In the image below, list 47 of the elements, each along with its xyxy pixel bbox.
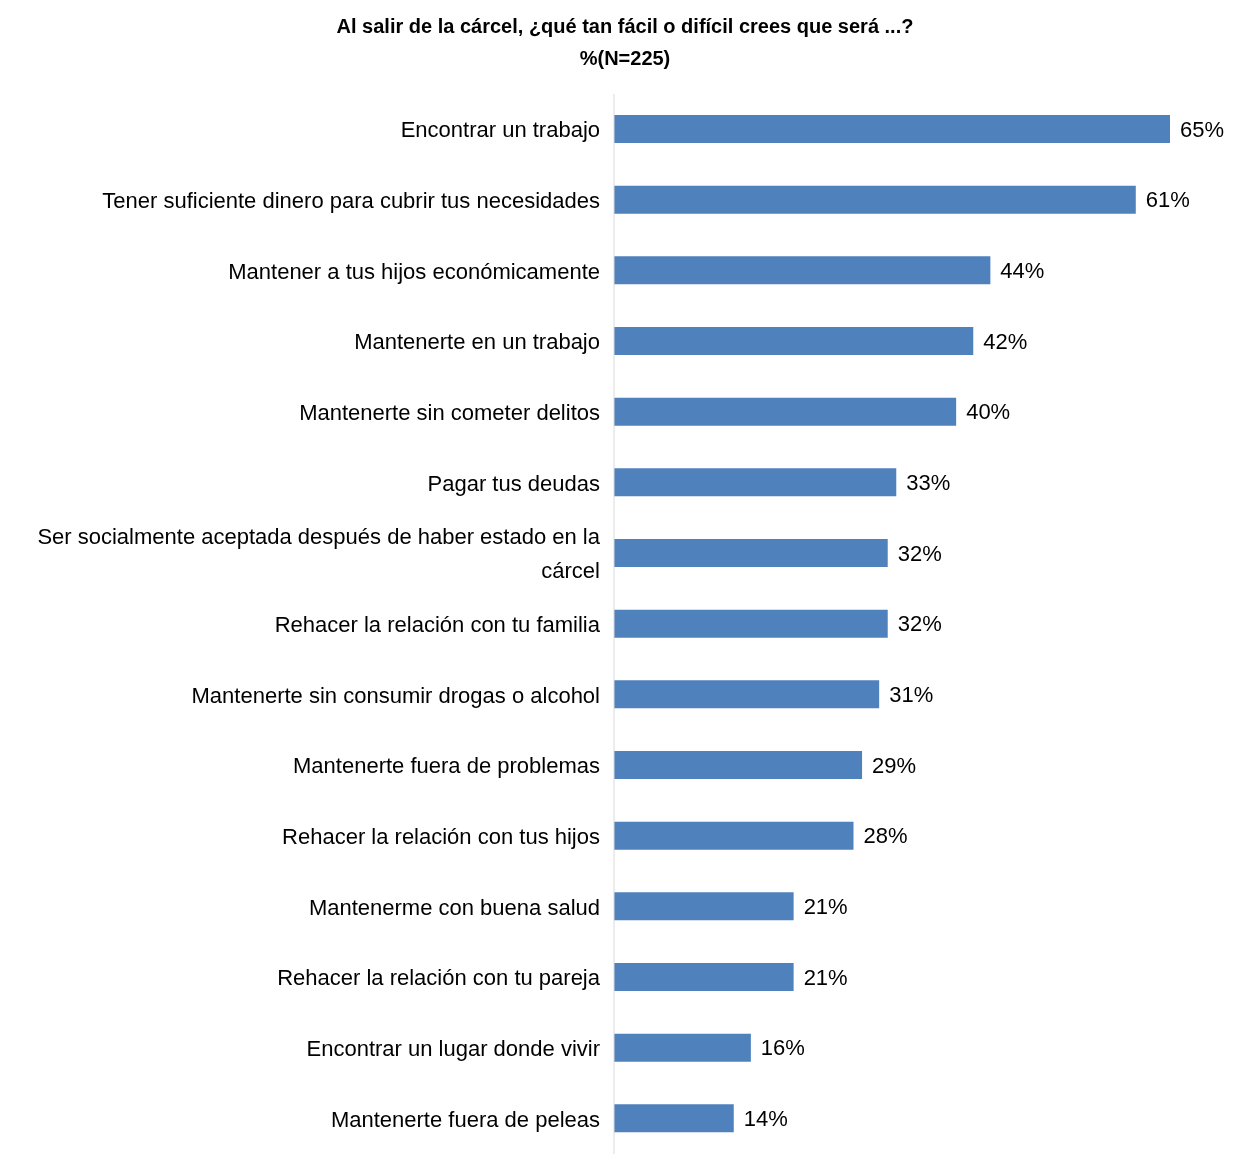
data-label: 32% (897, 540, 942, 566)
y-tick-label: Mantenerte en un trabajo (354, 328, 600, 354)
data-label: 33% (906, 470, 951, 496)
data-label: 16% (760, 1035, 805, 1061)
bar (614, 751, 863, 779)
y-tick-label: Ser socialmente aceptada después de haber estado en la cárcel (37, 523, 601, 583)
y-tick-label: Mantenerte fuera de peleas (330, 1106, 600, 1132)
y-tick-label: Mantener a tus hijos económicamente (228, 258, 600, 284)
y-tick-label: Rehacer la relación con tu familia (274, 611, 601, 637)
data-label: 32% (897, 611, 942, 637)
chart-title: Al salir de la cárcel, ¿qué tan fácil o difícil crees que será ...? (335, 14, 915, 39)
data-label: 31% (889, 682, 934, 708)
bar (614, 609, 888, 638)
y-tick-label: Tener suficiente dinero para cubrir tus necesidades (102, 187, 600, 213)
data-label: 44% (1000, 258, 1045, 284)
data-label: 61% (1145, 187, 1190, 213)
bar (614, 185, 1136, 214)
bar (614, 1104, 734, 1133)
data-label: 42% (983, 328, 1028, 354)
data-label: 21% (803, 894, 848, 920)
bar (614, 892, 794, 921)
y-tick-label: Encontrar un lugar donde vivir (306, 1035, 600, 1061)
y-tick-label: Encontrar un trabajo (400, 116, 600, 142)
data-label: 28% (863, 823, 908, 849)
bar (614, 397, 957, 426)
data-label: 21% (803, 964, 848, 990)
bar (614, 1033, 751, 1062)
y-tick-label: Mantenerte fuera de problemas (293, 752, 600, 778)
bar (614, 115, 1170, 143)
bar (614, 963, 794, 991)
bar (614, 680, 880, 709)
y-tick-label: Mantenerte sin consumir drogas o alcohol (191, 682, 600, 708)
bar (614, 821, 854, 850)
bar (614, 327, 974, 355)
y-tick-label: Pagar tus deudas (427, 470, 600, 496)
data-label: 14% (743, 1106, 788, 1132)
data-label: 40% (966, 399, 1011, 425)
bar (614, 256, 991, 285)
data-label: 29% (872, 752, 917, 778)
y-tick-label: Mantenerme con buena salud (308, 894, 600, 920)
y-tick-label: Mantenerte sin cometer delitos (299, 399, 600, 425)
data-label: 65% (1180, 116, 1225, 142)
bar (614, 468, 897, 497)
y-tick-label: Rehacer la relación con tus hijos (282, 823, 600, 849)
y-tick-label: Rehacer la relación con tu pareja (277, 964, 601, 990)
chart-subtitle: %(N=225) (578, 46, 672, 71)
bar (614, 539, 888, 567)
